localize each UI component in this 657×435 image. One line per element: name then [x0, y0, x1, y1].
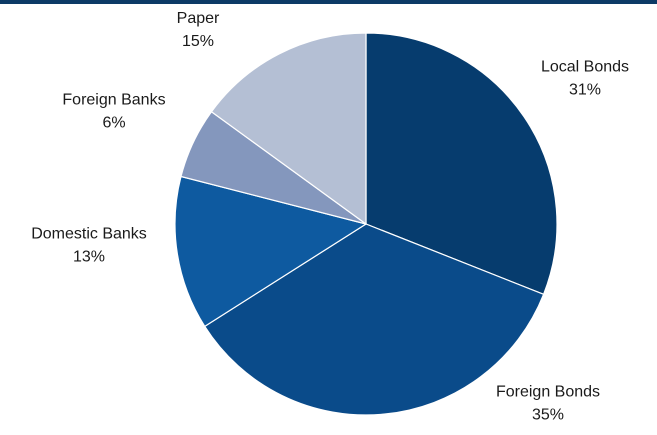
pie-slice-foreign-bonds	[204, 223, 545, 416]
pie-label-foreign-bonds: Foreign Bonds 35%	[496, 384, 600, 424]
pie-label-name: Domestic Banks	[31, 226, 147, 243]
pie-label-value: 31%	[569, 82, 601, 99]
pie-labels: Local Bonds 31% Foreign Bonds 35% Domestic B…	[31, 0, 629, 424]
pie-slices	[174, 32, 558, 416]
pie-slice-domestic-banks	[174, 175, 367, 327]
pie-slice-commercial-paper	[210, 32, 367, 225]
pie-label-name: Local Bonds	[541, 59, 629, 76]
pie-label-value: 15%	[182, 33, 214, 50]
pie-label-name: Foreign Banks	[62, 92, 165, 109]
pie-label-local-bonds: Local Bonds 31%	[541, 59, 629, 99]
pie-label-value: 13%	[73, 249, 105, 266]
pie-label-value: 6%	[102, 115, 125, 132]
pie-label-foreign-banks: Foreign Banks 6%	[62, 92, 165, 132]
pie-label-name: Commercial	[155, 0, 240, 4]
pie-label-name: Foreign Bonds	[496, 384, 600, 401]
top-rule	[0, 0, 657, 4]
pie-slice-local-bonds	[365, 32, 558, 295]
pie-label-name: Paper	[177, 10, 220, 27]
pie-label-domestic-banks: Domestic Banks 13%	[31, 226, 147, 266]
pie-label-value: 35%	[532, 407, 564, 424]
pie-label-commercial-paper: Commercial Paper 15%	[155, 0, 240, 50]
